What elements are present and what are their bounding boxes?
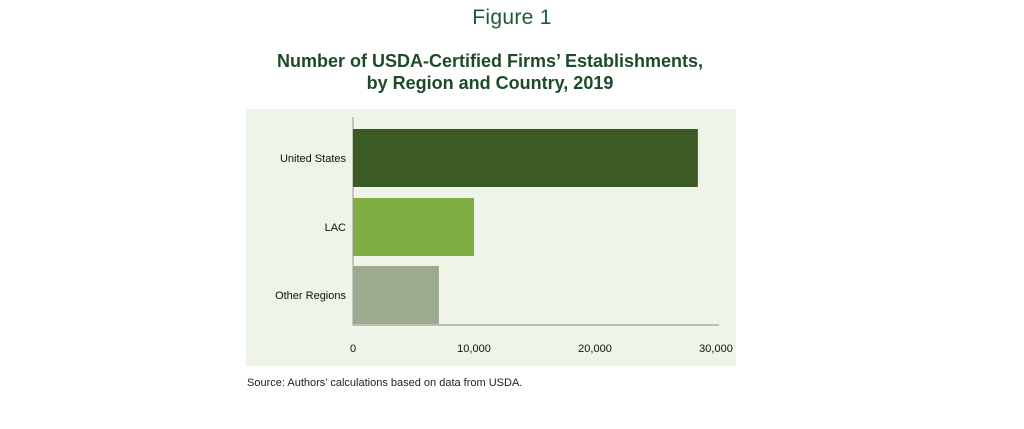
bar-other-regions (353, 266, 439, 324)
chart-title-line-1: Number of USDA-Certified Firms’ Establis… (276, 51, 704, 71)
chart-title: Number of USDA-Certified Firms’ Establis… (0, 50, 980, 94)
category-label: Other Regions (275, 290, 346, 302)
x-tick-label: 20,000 (578, 343, 612, 355)
category-label: LAC (325, 222, 346, 234)
figure-label: Figure 1 (472, 6, 552, 29)
source-note: Source: Authors’ calculations based on d… (247, 377, 523, 389)
x-tick-label: 0 (350, 343, 356, 355)
bar-united-states (353, 129, 698, 187)
bar-lac (353, 198, 474, 256)
category-label: United States (280, 153, 347, 165)
chart-title-line-2: by Region and Country, 2019 (366, 73, 614, 93)
x-tick-label: 30,000 (699, 343, 733, 355)
bar-chart: United States LAC Other Regions 0 10,000 20,0… (275, 117, 733, 355)
x-tick-label: 10,000 (457, 343, 491, 355)
